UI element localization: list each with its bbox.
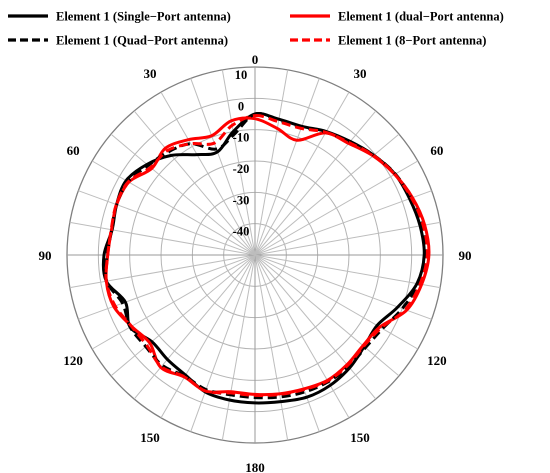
polar-grid xyxy=(66,66,444,444)
radial-tick-label: -30 xyxy=(233,193,250,207)
pattern-curves xyxy=(101,111,431,405)
angle-label: 60 xyxy=(67,143,80,158)
angle-label: 150 xyxy=(350,430,370,445)
grid-spoke xyxy=(91,160,256,256)
grid-spoke xyxy=(78,254,256,320)
grid-spoke xyxy=(254,160,419,256)
angle-label: 30 xyxy=(354,66,367,81)
grid-spoke xyxy=(254,254,419,350)
series-line xyxy=(104,114,429,397)
grid-spoke xyxy=(221,69,256,256)
grid-spoke xyxy=(254,133,400,256)
radial-tick-labels: 10 0 -10 -20 -30 -40 xyxy=(233,68,250,239)
legend-label: Element 1 (Single−Port antenna) xyxy=(56,10,231,24)
grid-spoke xyxy=(254,254,400,377)
grid-spoke xyxy=(69,254,256,289)
grid-spoke xyxy=(254,110,377,256)
angle-label: 90 xyxy=(39,248,52,263)
angle-label: 60 xyxy=(430,143,443,158)
grid-spoke xyxy=(160,91,256,256)
grid-spoke xyxy=(69,221,256,256)
radial-tick-label: -40 xyxy=(233,225,250,239)
grid-spoke xyxy=(254,254,441,289)
grid-spoke xyxy=(221,254,256,441)
angle-label: 90 xyxy=(459,248,472,263)
grid-spoke xyxy=(254,78,320,256)
grid-spoke xyxy=(254,91,350,256)
grid-spoke xyxy=(110,254,256,377)
grid-spoke xyxy=(254,254,320,432)
grid-spoke xyxy=(254,69,289,256)
angle-label: 150 xyxy=(140,430,160,445)
grid-spoke xyxy=(254,190,432,256)
grid-spoke xyxy=(254,254,432,320)
grid-spoke xyxy=(91,254,256,350)
radial-tick-label: -10 xyxy=(233,131,250,145)
legend-label: Element 1 (dual−Port antenna) xyxy=(338,10,504,24)
angle-label: 120 xyxy=(63,353,83,368)
grid-spoke xyxy=(254,254,350,419)
radial-tick-label: -20 xyxy=(233,162,250,176)
angle-label: 30 xyxy=(144,66,157,81)
grid-spoke xyxy=(254,254,289,441)
grid-spoke xyxy=(190,78,256,256)
grid-spoke xyxy=(254,221,441,256)
legend-label: Element 1 (8−Port antenna) xyxy=(338,34,486,48)
legend-label: Element 1 (Quad−Port antenna) xyxy=(56,34,228,48)
grid-spoke xyxy=(160,254,256,419)
angle-label: 0 xyxy=(252,52,259,67)
grid-spoke xyxy=(133,110,256,256)
grid-spoke xyxy=(254,254,377,400)
radial-tick-label: 0 xyxy=(238,99,244,113)
radial-tick-label: 10 xyxy=(235,68,248,82)
grid-spoke xyxy=(133,254,256,400)
grid-spoke xyxy=(78,190,256,256)
angle-label: 180 xyxy=(245,460,265,473)
grid-spoke xyxy=(190,254,256,432)
angle-labels: 0 30 60 90 120 150 180 150 120 90 60 30 xyxy=(39,52,472,473)
legend: Element 1 (Single−Port antenna) Element 1… xyxy=(8,10,504,48)
grid-spoke xyxy=(110,133,256,256)
angle-label: 120 xyxy=(427,353,447,368)
